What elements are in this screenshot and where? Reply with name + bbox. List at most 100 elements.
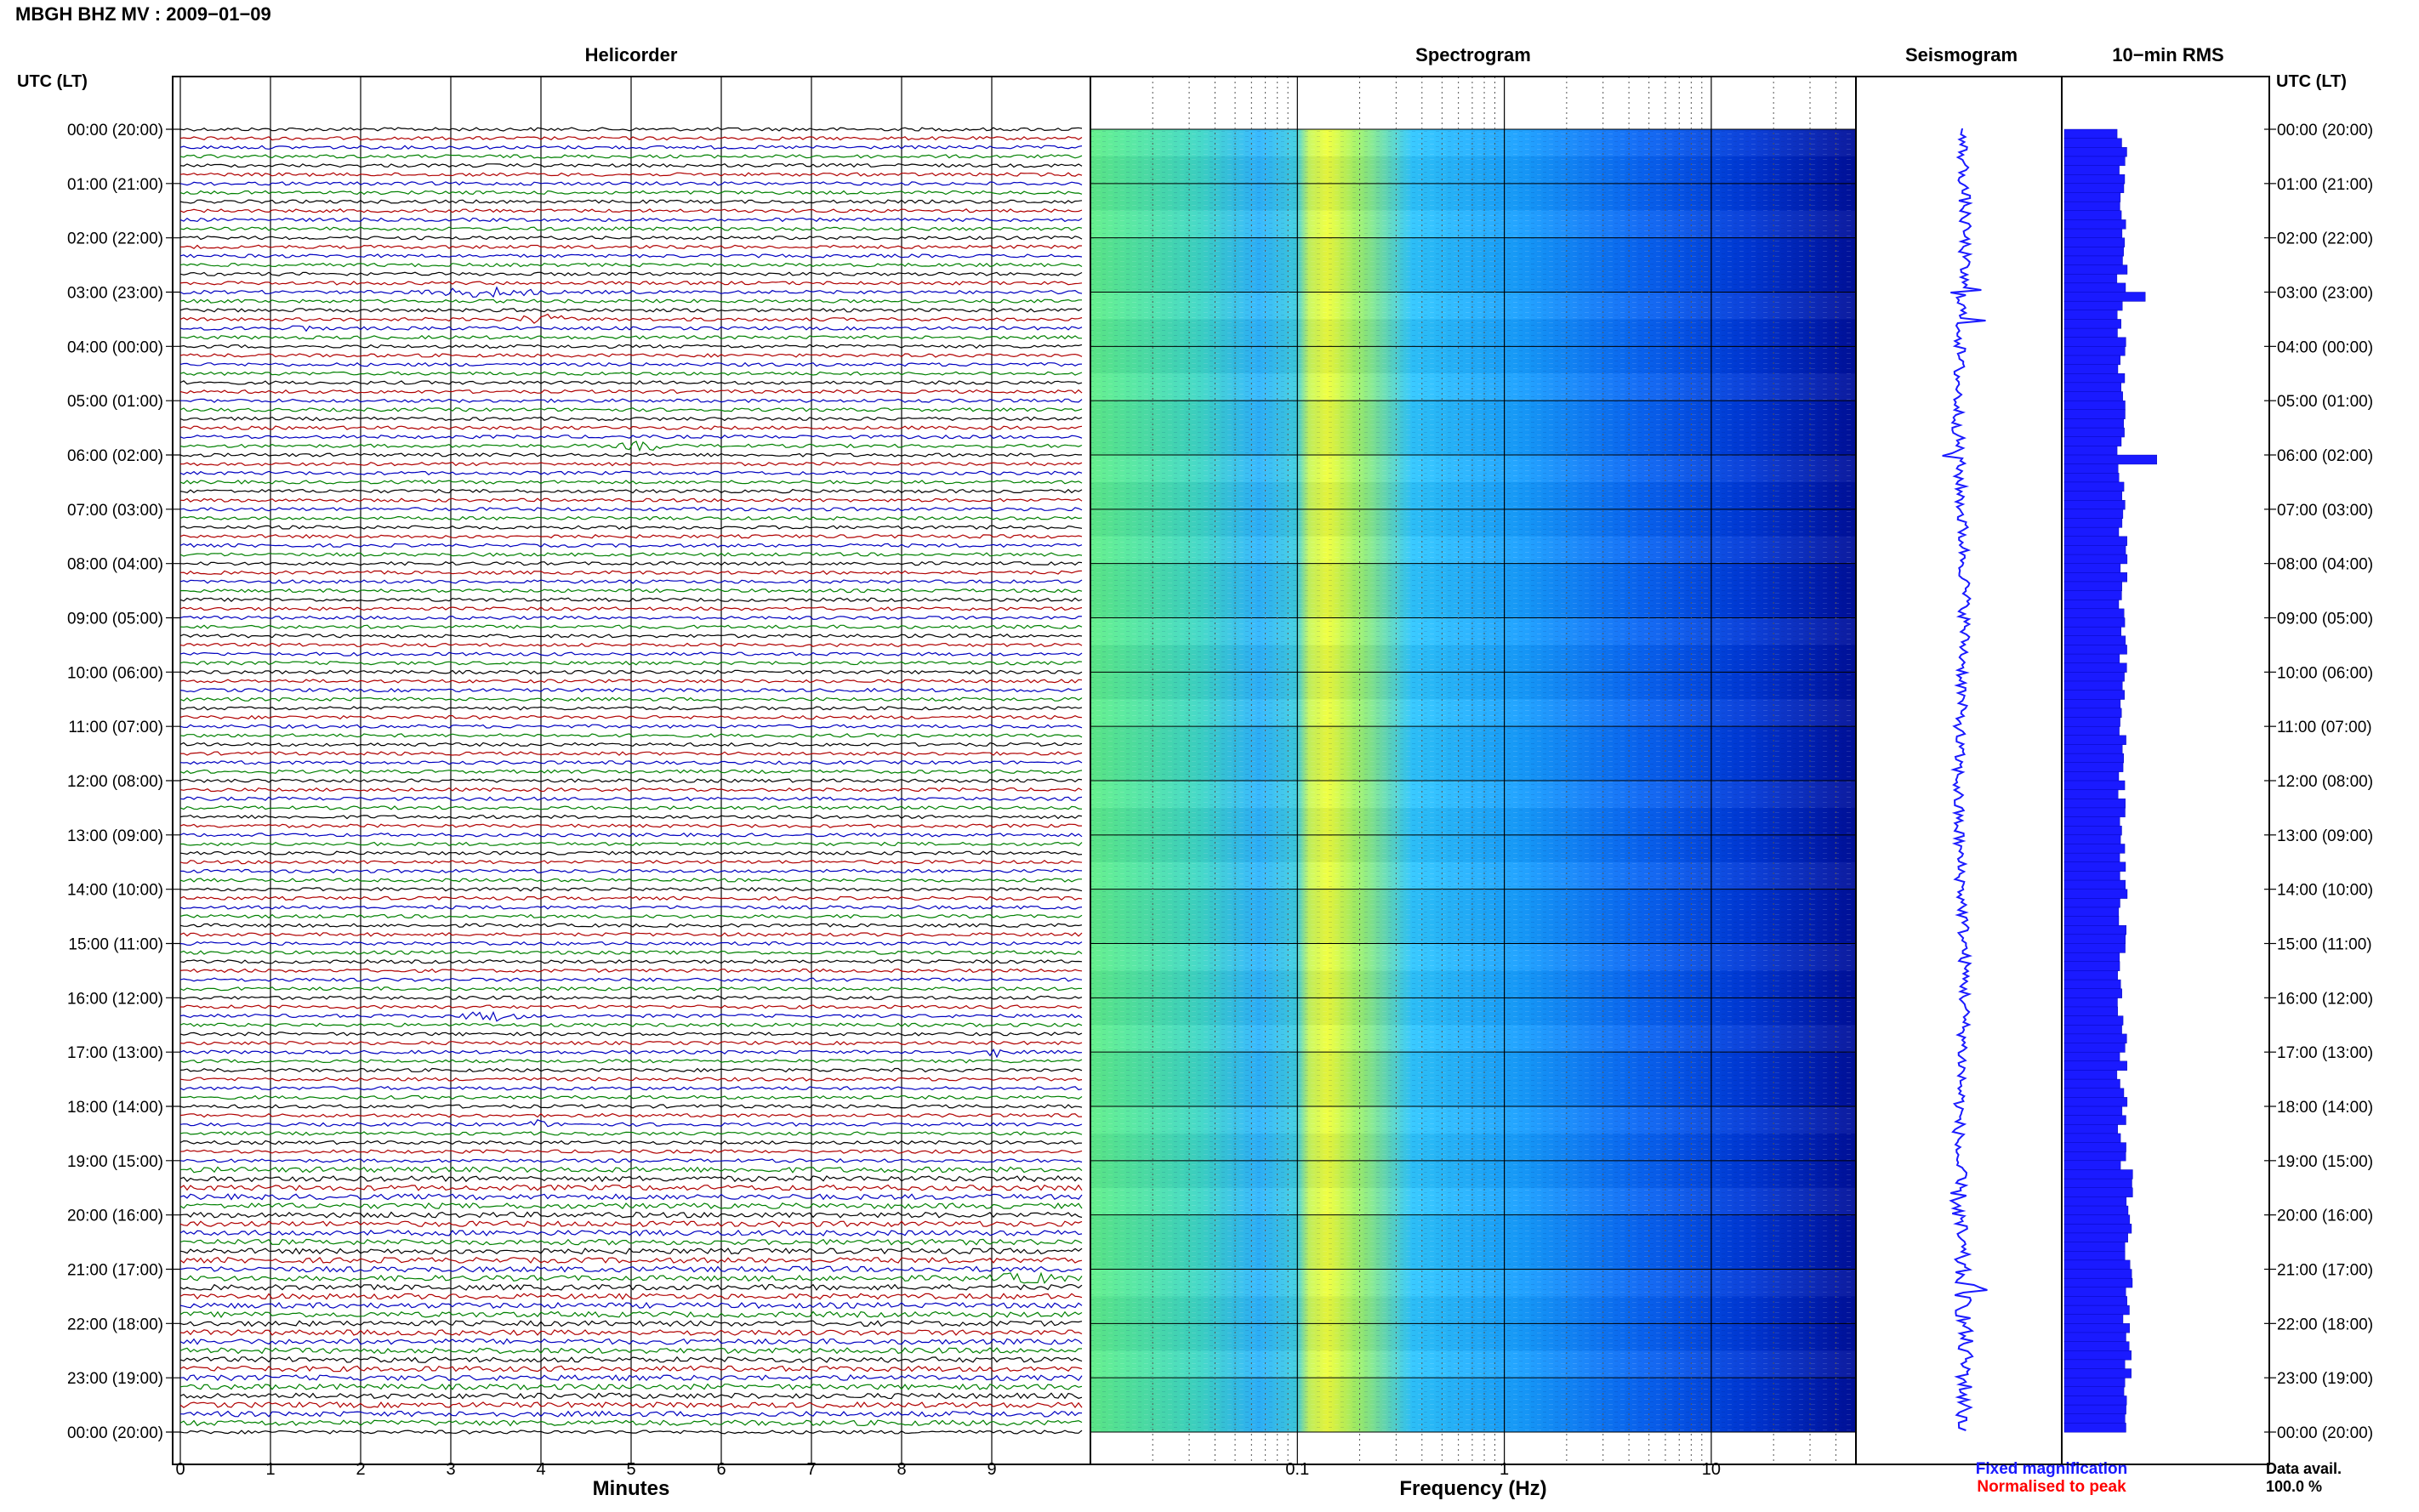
rms-bar	[2063, 1051, 2120, 1062]
spectrogram-band	[1090, 1133, 1856, 1161]
helicorder-trace	[179, 262, 1083, 268]
helicorder-trace	[179, 1059, 1083, 1064]
rms-bar	[2063, 925, 2127, 935]
rms-bar	[2063, 572, 2128, 583]
helicorder-trace	[179, 588, 1083, 594]
spectrogram-band	[1090, 970, 1856, 998]
rms-bar	[2063, 672, 2125, 682]
rms-bar	[2063, 1413, 2126, 1424]
helicorder-trace	[179, 190, 1083, 196]
helicorder-trace	[179, 634, 1083, 639]
rms-bar	[2063, 1187, 2133, 1197]
rms-bar	[2063, 1314, 2124, 1324]
spectrogram-band	[1090, 699, 1856, 727]
rms-bar	[2063, 1060, 2127, 1071]
rms-bar	[2063, 600, 2120, 610]
rms-bar	[2063, 1033, 2127, 1044]
spectrogram-band	[1090, 998, 1856, 1026]
rms-bar	[2063, 219, 2126, 230]
helicorder-trace	[180, 841, 1083, 847]
spectrogram-band	[1090, 861, 1856, 890]
helicorder-trace	[179, 651, 1083, 657]
time-label-left: 21:00 (17:00)	[67, 1262, 163, 1280]
time-label-left: 04:00 (00:00)	[67, 338, 163, 356]
helicorder-trace	[179, 1347, 1083, 1355]
helicorder-trace	[179, 253, 1083, 259]
time-label-left: 00:00 (20:00)	[67, 1424, 163, 1442]
spectrogram-band	[1090, 781, 1856, 808]
rms-bar	[2063, 1332, 2126, 1343]
time-label-left: 02:00 (22:00)	[67, 230, 163, 248]
rms-bar	[2063, 952, 2120, 963]
spectrogram-band	[1090, 1378, 1856, 1406]
rms-bar	[2063, 473, 2120, 483]
helicorder-trace	[179, 1356, 1083, 1363]
spectrogram-band	[1090, 156, 1856, 184]
time-label-right: 23:00 (19:00)	[2277, 1370, 2373, 1388]
helicorder-trace	[179, 995, 1083, 1001]
rms-bar	[2063, 816, 2120, 827]
rms-bar	[2063, 409, 2126, 419]
rms-bar	[2063, 1160, 2121, 1170]
time-label-right: 09:00 (05:00)	[2277, 611, 2373, 628]
helicorder-trace	[179, 968, 1083, 974]
rms-bar	[2063, 1214, 2131, 1225]
rms-bar	[2063, 1115, 2126, 1125]
spectrogram-band	[1090, 753, 1856, 781]
rms-bar	[2063, 852, 2120, 863]
helicorder-trace	[179, 380, 1083, 385]
helicorder-trace	[179, 1220, 1083, 1228]
rms-bar	[2063, 934, 2126, 944]
helicorder-trace	[179, 850, 1083, 855]
time-label-right: 06:00 (02:00)	[2277, 447, 2373, 465]
rms-bar	[2063, 446, 2118, 456]
helicorder-trace	[179, 181, 1083, 186]
spectrogram-band	[1090, 834, 1856, 862]
spectrogram-panel: 0.1 1 10	[1090, 77, 1856, 1479]
time-label-right: 05:00 (01:00)	[2277, 393, 2373, 411]
time-label-left: 22:00 (18:00)	[67, 1316, 163, 1333]
rms-bar	[2063, 165, 2120, 175]
rms-bar	[2063, 1395, 2127, 1406]
helicorder-trace	[179, 1320, 1083, 1327]
helicorder-trace	[179, 679, 1083, 684]
time-label-right: 02:00 (22:00)	[2277, 230, 2373, 248]
rms-bar	[2063, 1151, 2126, 1162]
rms-bar	[2063, 1404, 2126, 1415]
helicorder-trace	[179, 135, 1083, 141]
spectrogram-band	[1090, 726, 1856, 754]
rms-bar	[2063, 1088, 2125, 1098]
rms-bar	[2063, 255, 2123, 266]
rms-bar	[2063, 1142, 2126, 1152]
helicorder-trace	[179, 986, 1083, 992]
spectrogram-band	[1090, 481, 1856, 509]
rms-bar	[2063, 228, 2123, 239]
time-label-left: 19:00 (15:00)	[67, 1153, 163, 1171]
rms-bar	[2063, 183, 2125, 193]
helicorder-title: Helicorder	[585, 44, 678, 65]
spectrogram-band	[1090, 1106, 1856, 1134]
helicorder-trace	[179, 724, 1083, 729]
helicorder-trace	[179, 308, 1083, 313]
spectrogram-band	[1090, 889, 1856, 917]
helicorder-trace	[179, 1301, 1083, 1310]
helicorder-trace	[179, 796, 1083, 801]
helicorder-trace	[179, 1077, 1083, 1082]
rms-bar	[2063, 680, 2123, 691]
helicorder-trace	[179, 325, 1083, 333]
helicorder-trace	[179, 199, 1083, 204]
time-label-left: 16:00 (12:00)	[67, 990, 163, 1008]
helicorder-trace	[180, 669, 1083, 675]
rms-bar	[2063, 373, 2126, 384]
rms-bar	[2063, 1133, 2121, 1144]
helicorder-trace	[179, 154, 1083, 159]
helicorder-trace	[179, 507, 1083, 512]
helicorder-trace	[179, 1004, 1083, 1009]
legend-normalised-to-peak: Normalised to peak	[1977, 1478, 2126, 1496]
helicorder-trace	[179, 570, 1083, 576]
helicorder-trace	[179, 1067, 1083, 1073]
rms-bar	[2063, 554, 2128, 565]
helicorder-trace	[179, 814, 1083, 820]
rms-bar	[2063, 499, 2126, 510]
rms-bar	[2063, 1097, 2128, 1107]
